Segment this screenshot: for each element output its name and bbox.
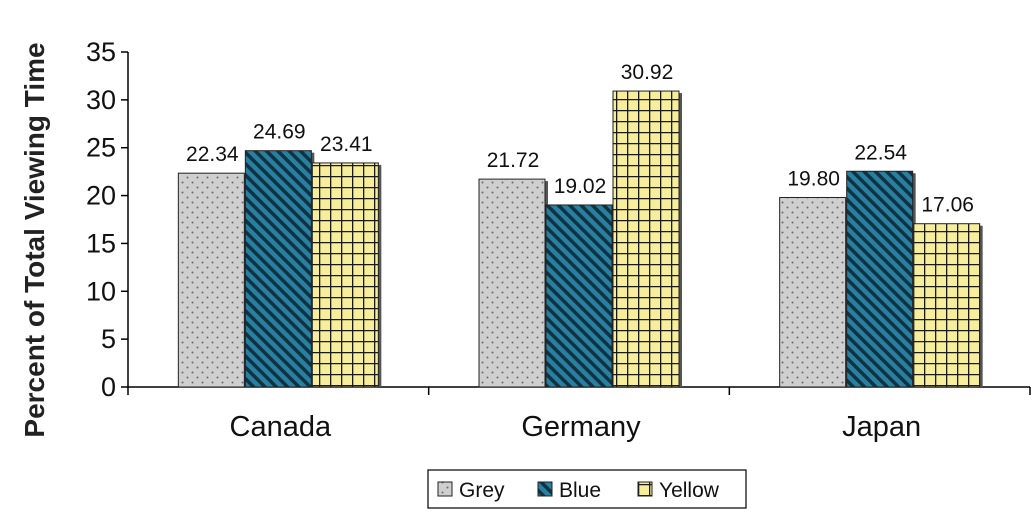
data-label: 22.54 (854, 141, 907, 164)
data-label: 30.92 (621, 61, 674, 84)
legend-swatch-yellow (637, 481, 653, 497)
y-tick-label: 15 (86, 228, 116, 258)
legend-swatch-grey (437, 481, 453, 497)
data-label: 23.41 (320, 133, 373, 156)
bar-grey-germany (478, 178, 546, 388)
bar-grey-canada (177, 172, 245, 388)
data-label: 22.34 (186, 143, 239, 166)
bar-grey-japan (779, 196, 847, 388)
category-label-canada: Canada (230, 411, 332, 443)
data-label: 21.72 (487, 149, 540, 172)
data-labels: 22.34 24.69 23.41 21.72 19.02 30.92 19.80 22.54… (186, 61, 974, 217)
y-tick-label: 5 (101, 324, 116, 354)
legend-label-yellow: Yellow (659, 479, 720, 502)
y-tick-label: 30 (86, 85, 116, 115)
legend: Grey Blue Yellow (427, 469, 747, 509)
bar-blue-japan (846, 170, 914, 388)
bar-yellow-japan (913, 223, 981, 388)
bars (177, 90, 983, 388)
legend-swatch-blue (537, 481, 553, 497)
y-tick-label: 0 (101, 372, 116, 402)
category-label-germany: Germany (521, 411, 641, 443)
y-tick-label: 10 (86, 276, 116, 306)
data-label: 17.06 (921, 194, 974, 217)
y-axis-label: Percent of Total Viewing Time (19, 42, 50, 437)
data-label: 24.69 (253, 121, 306, 144)
category-label-japan: Japan (842, 411, 921, 443)
axes: 0 5 10 15 20 25 30 35 (86, 37, 1031, 402)
y-tick-label: 25 (86, 133, 116, 163)
data-label: 19.02 (554, 175, 607, 198)
legend-box (427, 469, 747, 509)
legend-label-grey: Grey (459, 479, 505, 502)
y-tick-label: 20 (86, 181, 116, 211)
bar-blue-germany (545, 204, 613, 388)
category-labels: Canada Germany Japan (230, 411, 922, 443)
bar-blue-canada (244, 150, 312, 388)
bar-yellow-canada (311, 162, 379, 388)
bar-yellow-germany (612, 90, 680, 388)
legend-label-blue: Blue (559, 479, 601, 502)
y-tick-label: 35 (86, 37, 116, 67)
data-label: 19.80 (787, 167, 840, 190)
